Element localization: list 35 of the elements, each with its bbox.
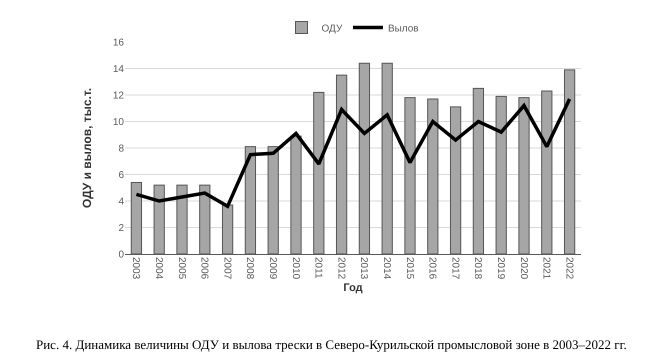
x-tick-label: 2015 [404,257,415,280]
y-tick-label: 4 [118,196,124,208]
x-tick-label: 2008 [244,257,256,280]
x-tick-label: 2022 [563,257,574,280]
x-tick-label: 2018 [472,257,484,280]
y-tick-label: 10 [112,117,124,128]
line-series [134,97,572,208]
x-tick-label: 2021 [540,257,552,280]
x-tick-label: 2012 [335,257,346,280]
y-tick-label: 8 [118,144,124,154]
legend-label: Вылов [388,23,419,34]
x-tick-label: 2020 [518,257,529,280]
x-tick-label: 2004 [152,257,164,280]
y-axis-title: ОДУ и вылов, тыс.т. [80,88,94,208]
x-tick-label: 2005 [176,257,187,280]
x-tick-label: 2010 [290,257,301,280]
x-tick-label: 2011 [312,257,324,279]
x-tick-label: 2019 [494,257,506,280]
x-tick-label: 2003 [130,257,142,280]
text: Рис. 4. Динамика величины ОДУ и вылова трески в Северо-Курильской промысловой зоне в 2003–2022 гг. [36,337,627,352]
x-tick-label: 2014 [380,257,392,280]
x-tick-label: 2017 [449,257,460,280]
y-tick-label: 6 [118,170,124,181]
y-tick-label: 16 [112,38,124,48]
y-tick-label: 0 [118,250,124,260]
x-axis-title: Год [343,282,363,294]
x-tick-label: 2013 [358,257,370,280]
y-tick-label: 14 [112,64,124,75]
legend-label: ОДУ [322,23,343,34]
x-tick-label: 2007 [221,257,232,280]
x-tick-label: 2009 [266,257,278,280]
x-tick-label: 2006 [198,257,210,280]
x-tick-label: 2016 [426,257,438,280]
y-tick-label: 2 [118,223,124,234]
y-tick-label: 12 [112,90,124,102]
